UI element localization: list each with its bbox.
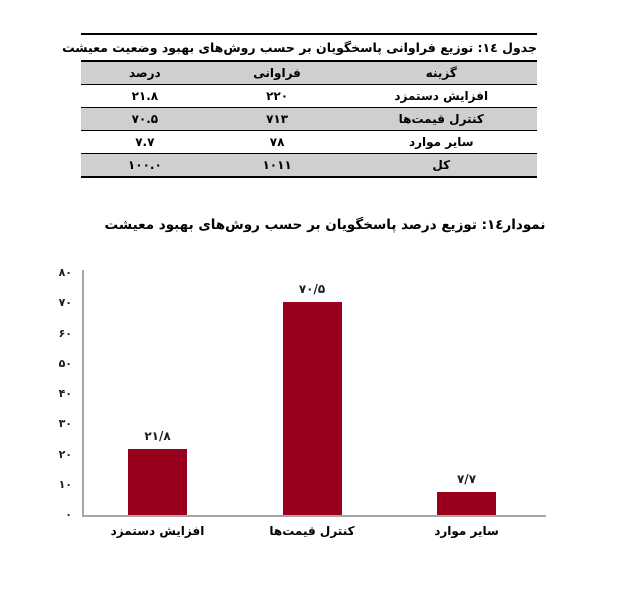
- table-row-wage-increase: افزایش دستمزد ۲۲۰ ۲۱.۸: [81, 84, 537, 107]
- table-row-other-cases: سایر موارد ۷۸ ۷.۷: [81, 130, 537, 153]
- table-row-total: کل ۱۰۱۱ ۱۰۰.۰: [81, 153, 537, 176]
- column-header-frequency: فراوانی: [253, 66, 301, 80]
- frequency-table: جدول ١٤: توزیع فراوانی پاسخگویان بر حسب …: [62, 33, 537, 178]
- y-axis-tick-label: ۶۰: [58, 326, 72, 340]
- cell-frequency: ۷۸: [269, 135, 285, 149]
- cell-percent: ۷.۷: [135, 135, 155, 149]
- cell-option: افزایش دستمزد: [394, 89, 489, 103]
- x-axis-line: [82, 515, 546, 517]
- y-axis-tick-label: ۳۰: [58, 417, 72, 431]
- y-axis-tick-label: ۵۰: [58, 356, 72, 370]
- y-axis-line: [82, 270, 84, 517]
- bar: [282, 302, 342, 515]
- column-header-percent: درصد: [129, 66, 161, 80]
- y-axis-tick-label: ۸۰: [58, 266, 72, 279]
- cell-frequency: ۲۲۰: [266, 89, 289, 103]
- cell-option: کل: [432, 158, 451, 172]
- cell-frequency: ۱۰۱۱: [262, 158, 292, 172]
- bar-value-label: ۷/۷: [456, 472, 477, 486]
- bar-value-label: ۲۱/۸: [144, 429, 171, 443]
- cell-option: کنترل قیمت‌ها: [398, 112, 484, 126]
- bar: [437, 492, 496, 515]
- y-axis-tick-label: ۰: [65, 508, 72, 521]
- table-title: جدول ١٤: توزیع فراوانی پاسخگویان بر حسب …: [62, 35, 537, 62]
- bar-value-label: ۷۰/۵: [298, 282, 326, 296]
- cell-percent: ۱۰۰.۰: [127, 158, 162, 172]
- column-header-option: گزینه: [425, 66, 457, 80]
- cell-percent: ۷۰.۵: [131, 112, 159, 126]
- table-row-price-control: کنترل قیمت‌ها ۷۱۳ ۷۰.۵: [81, 107, 537, 130]
- cell-option: سایر موارد: [408, 135, 474, 149]
- y-axis-tick-label: ۴۰: [58, 387, 72, 400]
- cell-percent: ۲۱.۸: [131, 89, 159, 103]
- chart-title: نمودار١٤: توزیع درصد پاسخگویان بر حسب رو…: [104, 217, 546, 233]
- y-axis-tick-label: ۱۰: [58, 477, 72, 491]
- x-axis-category-label: افزایش دستمزد: [110, 524, 205, 538]
- table-header-row: گزینه فراوانی درصد: [81, 62, 537, 84]
- cell-frequency: ۷۱۳: [266, 112, 289, 126]
- bar: [128, 449, 187, 515]
- y-axis-tick-label: ۷۰: [58, 296, 72, 310]
- x-axis-category-label: کنترل قیمت‌ها: [269, 524, 355, 538]
- x-axis-category-label: سایر موارد: [434, 524, 499, 538]
- y-axis-tick-label: ۲۰: [58, 447, 72, 461]
